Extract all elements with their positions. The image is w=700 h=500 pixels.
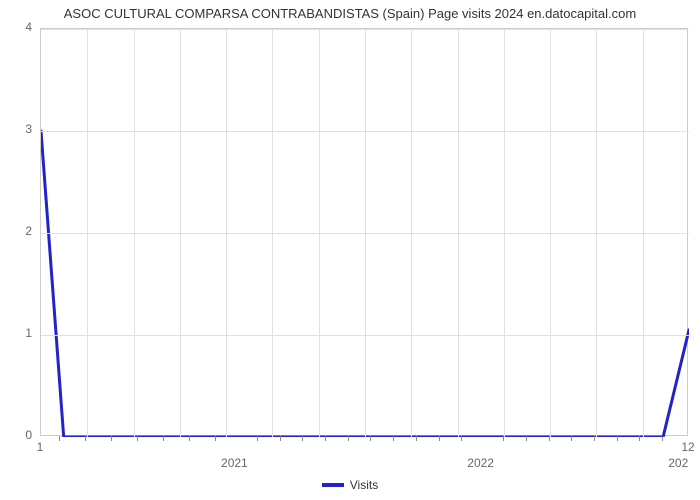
- x-grid-line: [504, 29, 505, 437]
- x-year-label: 202: [648, 456, 700, 470]
- x-minor-tick: [416, 436, 417, 441]
- x-minor-tick: [594, 436, 595, 441]
- x-minor-tick: [189, 436, 190, 441]
- x-minor-tick: [215, 436, 216, 441]
- x-minor-tick: [571, 436, 572, 441]
- x-endpoint-label: 1: [25, 440, 55, 454]
- x-minor-tick: [639, 436, 640, 441]
- legend-label: Visits: [350, 478, 378, 492]
- x-minor-tick: [549, 436, 550, 441]
- x-year-label: 2021: [204, 456, 264, 470]
- y-tick-label: 2: [0, 224, 32, 238]
- x-grid-line: [134, 29, 135, 437]
- x-minor-tick: [439, 436, 440, 441]
- x-minor-tick: [348, 436, 349, 441]
- x-minor-tick: [526, 436, 527, 441]
- x-grid-line: [365, 29, 366, 437]
- x-minor-tick: [370, 436, 371, 441]
- x-minor-tick: [302, 436, 303, 441]
- plot-area: [40, 28, 688, 436]
- x-year-label: 2022: [451, 456, 511, 470]
- x-grid-line: [643, 29, 644, 437]
- x-grid-line: [272, 29, 273, 437]
- chart-title: ASOC CULTURAL COMPARSA CONTRABANDISTAS (…: [0, 6, 700, 21]
- x-minor-tick: [137, 436, 138, 441]
- x-endpoint-label: 12: [673, 440, 700, 454]
- x-grid-line: [411, 29, 412, 437]
- x-minor-tick: [503, 436, 504, 441]
- x-minor-tick: [59, 436, 60, 441]
- x-grid-line: [550, 29, 551, 437]
- x-grid-line: [87, 29, 88, 437]
- x-minor-tick: [461, 436, 462, 441]
- x-grid-line: [319, 29, 320, 437]
- x-minor-tick: [280, 436, 281, 441]
- x-minor-tick: [617, 436, 618, 441]
- x-grid-line: [180, 29, 181, 437]
- legend: Visits: [0, 478, 700, 492]
- x-minor-tick: [325, 436, 326, 441]
- x-minor-tick: [85, 436, 86, 441]
- y-tick-label: 3: [0, 122, 32, 136]
- x-grid-line: [596, 29, 597, 437]
- x-minor-tick: [111, 436, 112, 441]
- x-minor-tick: [163, 436, 164, 441]
- x-grid-line: [226, 29, 227, 437]
- y-tick-label: 4: [0, 20, 32, 34]
- x-grid-line: [458, 29, 459, 437]
- x-minor-tick: [662, 436, 663, 441]
- chart-container: { "chart": { "type": "line", "title": "A…: [0, 0, 700, 500]
- x-minor-tick: [393, 436, 394, 441]
- y-tick-label: 1: [0, 326, 32, 340]
- legend-swatch: [322, 483, 344, 487]
- x-minor-tick: [257, 436, 258, 441]
